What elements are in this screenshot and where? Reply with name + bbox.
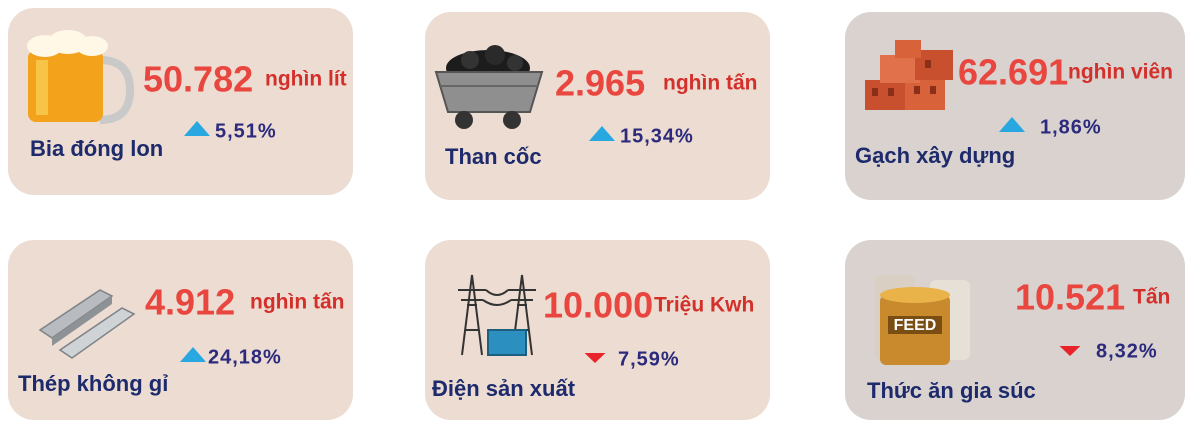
card-value: 50.782: [143, 59, 253, 100]
card-unit: Triệu Kwh: [654, 294, 754, 317]
card-value: 10.521: [1015, 277, 1125, 318]
card-value: 62.691: [958, 52, 1068, 93]
card-unit: nghìn lít: [265, 68, 347, 91]
card-change: 15,34%: [620, 125, 694, 147]
card-change: 1,86%: [1040, 116, 1102, 138]
card-value: 4.912: [145, 282, 235, 323]
card-name: Thép không gỉ: [18, 371, 168, 396]
card-name: Bia đóng lon: [30, 136, 163, 161]
infographic: FEED 50.782 nghìn lít 5,51% Bia đóng lon…: [0, 0, 1190, 423]
card-name: Gạch xây dựng: [855, 143, 1015, 168]
card-change: 24,18%: [208, 346, 282, 368]
card-unit: nghìn viên: [1068, 61, 1173, 84]
icon-label: FEED: [894, 317, 937, 334]
card-unit: Tấn: [1133, 286, 1170, 309]
card-change: 5,51%: [215, 120, 277, 142]
card-change: 8,32%: [1096, 340, 1158, 362]
feed-icon: FEED: [875, 275, 970, 365]
card-value: 10.000: [543, 285, 653, 326]
card-name: Thức ăn gia súc: [867, 378, 1036, 403]
card-unit: nghìn tấn: [250, 291, 344, 314]
card-name: Điện sản xuất: [432, 376, 576, 401]
card-name: Than cốc: [445, 144, 542, 169]
card-unit: nghìn tấn: [663, 72, 757, 95]
card-value: 2.965: [555, 63, 645, 104]
card-change: 7,59%: [618, 348, 680, 370]
